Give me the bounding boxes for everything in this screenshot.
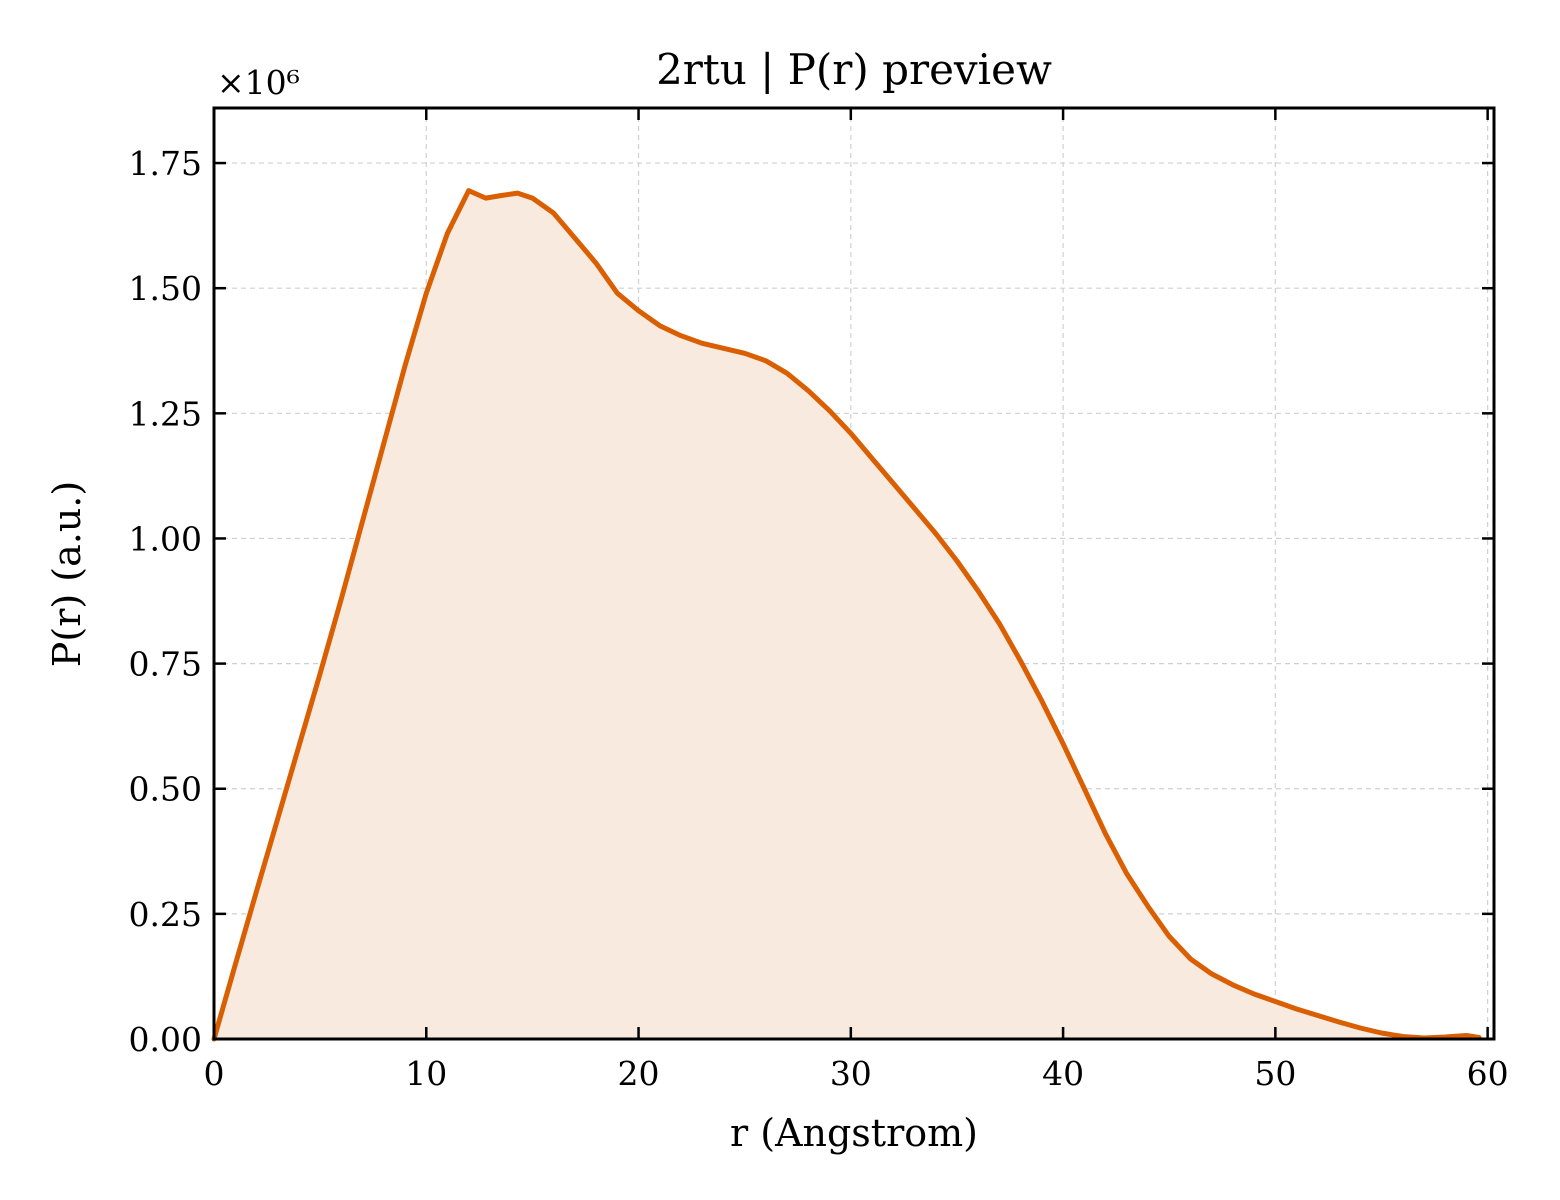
y-tick-label: 0.00 — [129, 1020, 202, 1059]
chart-title: 2rtu | P(r) preview — [656, 45, 1052, 94]
series-line — [211, 188, 1482, 1042]
x-tick-label: 20 — [618, 1054, 660, 1093]
y-tick-label: 0.75 — [129, 645, 202, 684]
y-tick-label: 0.50 — [129, 770, 202, 809]
series-area — [214, 190, 1480, 1040]
x-tick-label: 60 — [1467, 1054, 1509, 1093]
x-tick-label: 40 — [1042, 1054, 1084, 1093]
y-tick-label: 1.75 — [129, 144, 202, 183]
y-multiplier-label: ×10⁶ — [217, 63, 300, 102]
plot-frame — [212, 106, 1496, 1041]
tick-labels: 0 10 20 30 40 50 60 0.00 0.25 0.50 0.75 1.00 1.25 1.5… — [129, 144, 1509, 1093]
y-tick-label: 1.00 — [129, 519, 202, 558]
y-tick-label: 0.25 — [129, 895, 202, 934]
x-tick-label: 0 — [204, 1054, 225, 1093]
x-tick-label: 30 — [830, 1054, 872, 1093]
y-tick-label: 1.50 — [129, 269, 202, 308]
y-axis-title: P(r) (a.u.) — [45, 481, 89, 667]
x-tick-label: 50 — [1254, 1054, 1296, 1093]
x-tick-label: 10 — [405, 1054, 447, 1093]
y-tick-label: 1.25 — [129, 394, 202, 433]
x-axis-title: r (Angstrom) — [730, 1111, 978, 1155]
